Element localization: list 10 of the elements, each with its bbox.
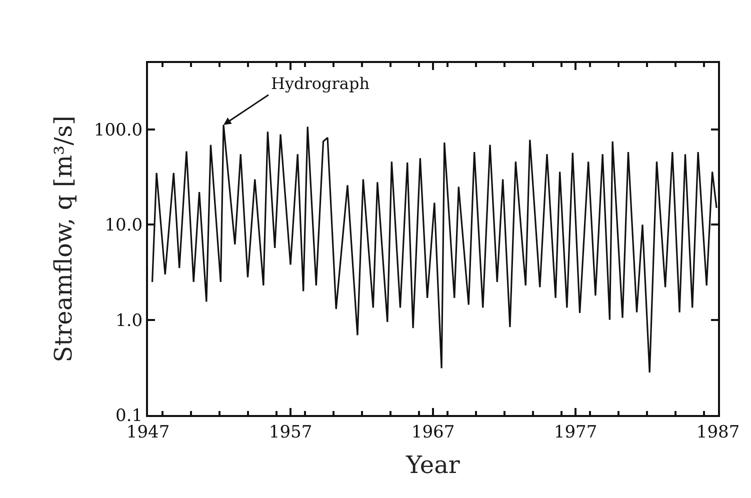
x-tick-label: 1987 bbox=[696, 422, 740, 442]
x-axis-title: Year bbox=[405, 451, 460, 480]
x-tick-label: 1957 bbox=[268, 422, 312, 442]
y-tick-label: 10.0 bbox=[104, 216, 143, 236]
x-tick-label: 1977 bbox=[554, 422, 598, 442]
y-axis-title: Streamflow, q [m³/s] bbox=[50, 116, 78, 362]
annotation: Hydrograph bbox=[271, 74, 370, 93]
x-tick-label: 1967 bbox=[411, 422, 455, 442]
y-tick-label: 1.0 bbox=[116, 310, 143, 331]
y-tick-label: 100.0 bbox=[94, 120, 143, 140]
